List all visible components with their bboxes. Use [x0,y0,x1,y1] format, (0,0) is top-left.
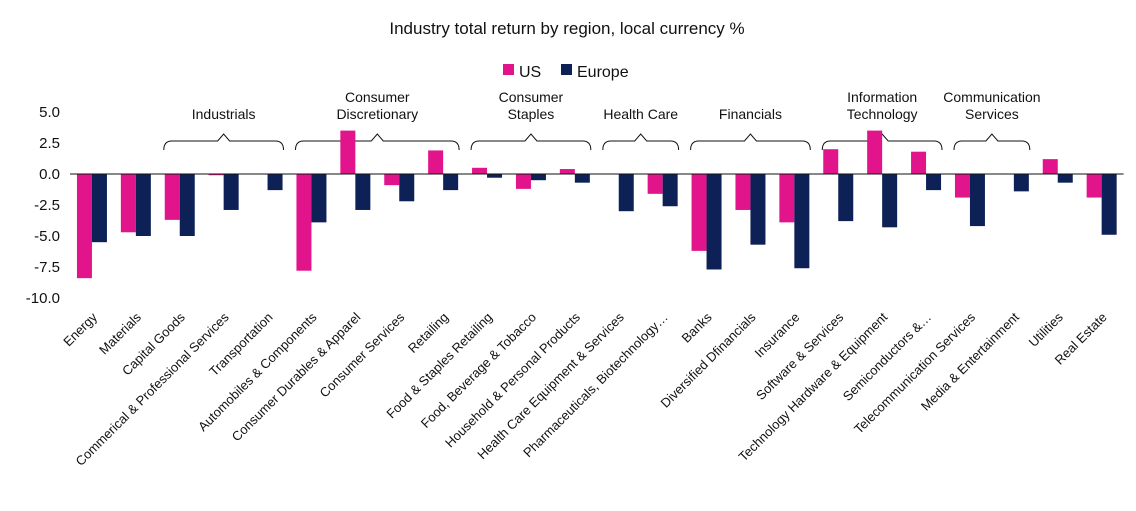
group-bracket [953,133,1031,151]
bar-us [911,151,927,174]
bar-us [1086,174,1102,198]
legend-label-us: US [519,64,541,81]
group-label: Services [965,106,1019,122]
bar-europe [91,174,107,243]
bar-europe [135,174,151,236]
chart-title: Industry total return by region, local c… [389,19,744,38]
group-bracket [295,133,460,151]
bar-us [384,174,400,186]
legend-swatch-us [503,64,514,75]
bar-europe [179,174,195,236]
bar-europe [750,174,766,245]
bar-europe [1057,174,1073,183]
bar-us [340,130,356,174]
bar-europe [267,174,283,191]
bar-us [779,174,795,223]
group-bracket [470,133,592,151]
y-tick-label: -5.0 [34,228,60,245]
bar-us [428,150,444,174]
bar-us [164,174,180,220]
group-bracket [690,133,811,151]
bar-europe [530,174,546,181]
bar-europe [838,174,854,222]
bar-europe [487,174,503,178]
bar-us [120,174,136,233]
y-tick-label: -10.0 [26,290,60,307]
bar-europe [794,174,810,269]
bar-us [691,174,707,251]
bar-us [1042,159,1058,174]
bar-us [954,174,970,198]
group-label: Staples [508,106,555,122]
legend: US Europe [503,64,629,81]
y-tick-label: 5.0 [39,104,60,121]
y-tick-label: 0.0 [39,166,60,183]
bar-europe [399,174,415,202]
legend-swatch-europe [561,64,572,75]
bar-us [867,130,883,174]
y-tick-label: -2.5 [34,197,60,214]
group-label: Discretionary [336,106,418,122]
bar-us [823,149,839,174]
x-category-label: Consumer Services [317,309,408,400]
bars [76,130,1117,279]
group-bracket [163,133,284,151]
bar-europe [618,174,634,212]
group-label: Industrials [192,106,256,122]
group-label: Communication [943,89,1040,105]
bar-us [296,174,312,271]
group-brackets: IndustrialsConsumerDiscretionaryConsumer… [163,89,1041,151]
bar-europe [223,174,239,210]
bar-us [647,174,663,194]
group-label: Technology [847,106,918,122]
bar-us [472,167,488,174]
bar-europe [662,174,678,207]
bar-us [76,174,92,279]
bar-europe [706,174,722,270]
bar-us [735,174,751,210]
bar-europe [969,174,985,227]
bar-europe [311,174,327,223]
bar-europe [1013,174,1029,192]
y-tick-label: -7.5 [34,259,60,276]
y-tick-label: 2.5 [39,135,60,152]
x-category-label: Banks [679,309,716,346]
x-category-label: Utilities [1026,309,1067,350]
bar-us [515,174,531,189]
group-label: Information [847,89,917,105]
group-label: Health Care [603,106,678,122]
bar-europe [574,174,590,183]
bar-us [559,169,575,174]
bar-europe [926,174,942,191]
group-label: Financials [719,106,782,122]
y-axis: 5.0 2.5 0.0 -2.5 -5.0 -7.5 -10.0 [26,104,60,307]
bar-europe [443,174,459,191]
x-category-label: Energy [60,309,100,349]
bar-europe [1101,174,1117,235]
group-label: Consumer [345,89,410,105]
legend-label-europe: Europe [577,64,629,81]
group-bracket [602,133,680,151]
bar-europe [355,174,371,210]
bar-europe [882,174,898,228]
bar-us [208,174,224,176]
group-label: Consumer [499,89,564,105]
